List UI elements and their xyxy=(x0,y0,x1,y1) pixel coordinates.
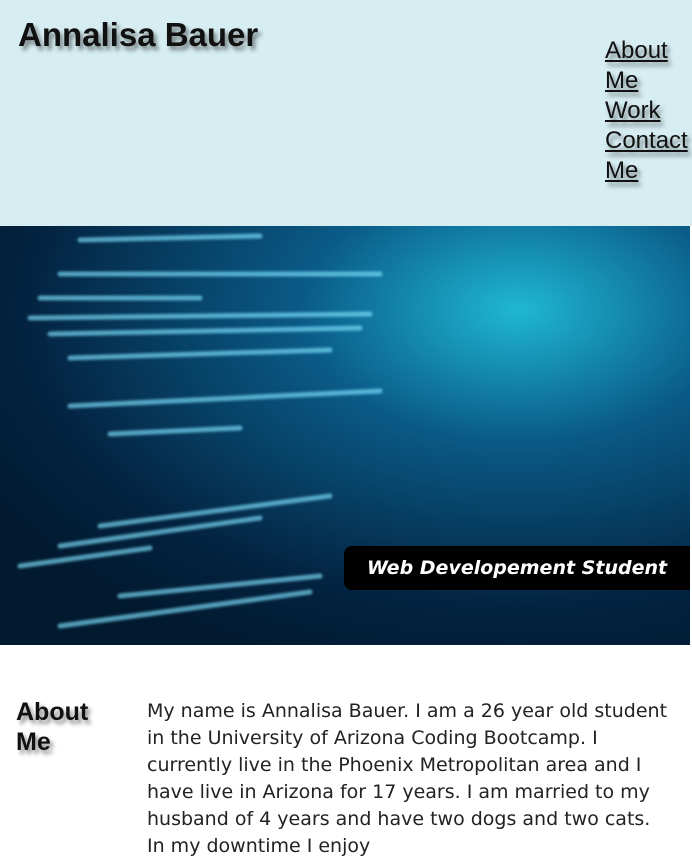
about-heading: About Me xyxy=(16,698,89,756)
nav-link[interactable]: About Me xyxy=(605,37,668,94)
nav-link[interactable]: Work xyxy=(605,97,661,124)
nav-link[interactable]: Contact Me xyxy=(605,127,688,184)
site-title: Annalisa Bauer xyxy=(18,16,259,53)
nav: About Me Work Contact Me xyxy=(605,36,688,186)
header: Annalisa Bauer About Me Work Contact Me xyxy=(0,0,692,226)
hero-caption: Web Developement Student xyxy=(344,546,690,590)
about-text: My name is Annalisa Bauer. I am a 26 yea… xyxy=(147,700,668,857)
